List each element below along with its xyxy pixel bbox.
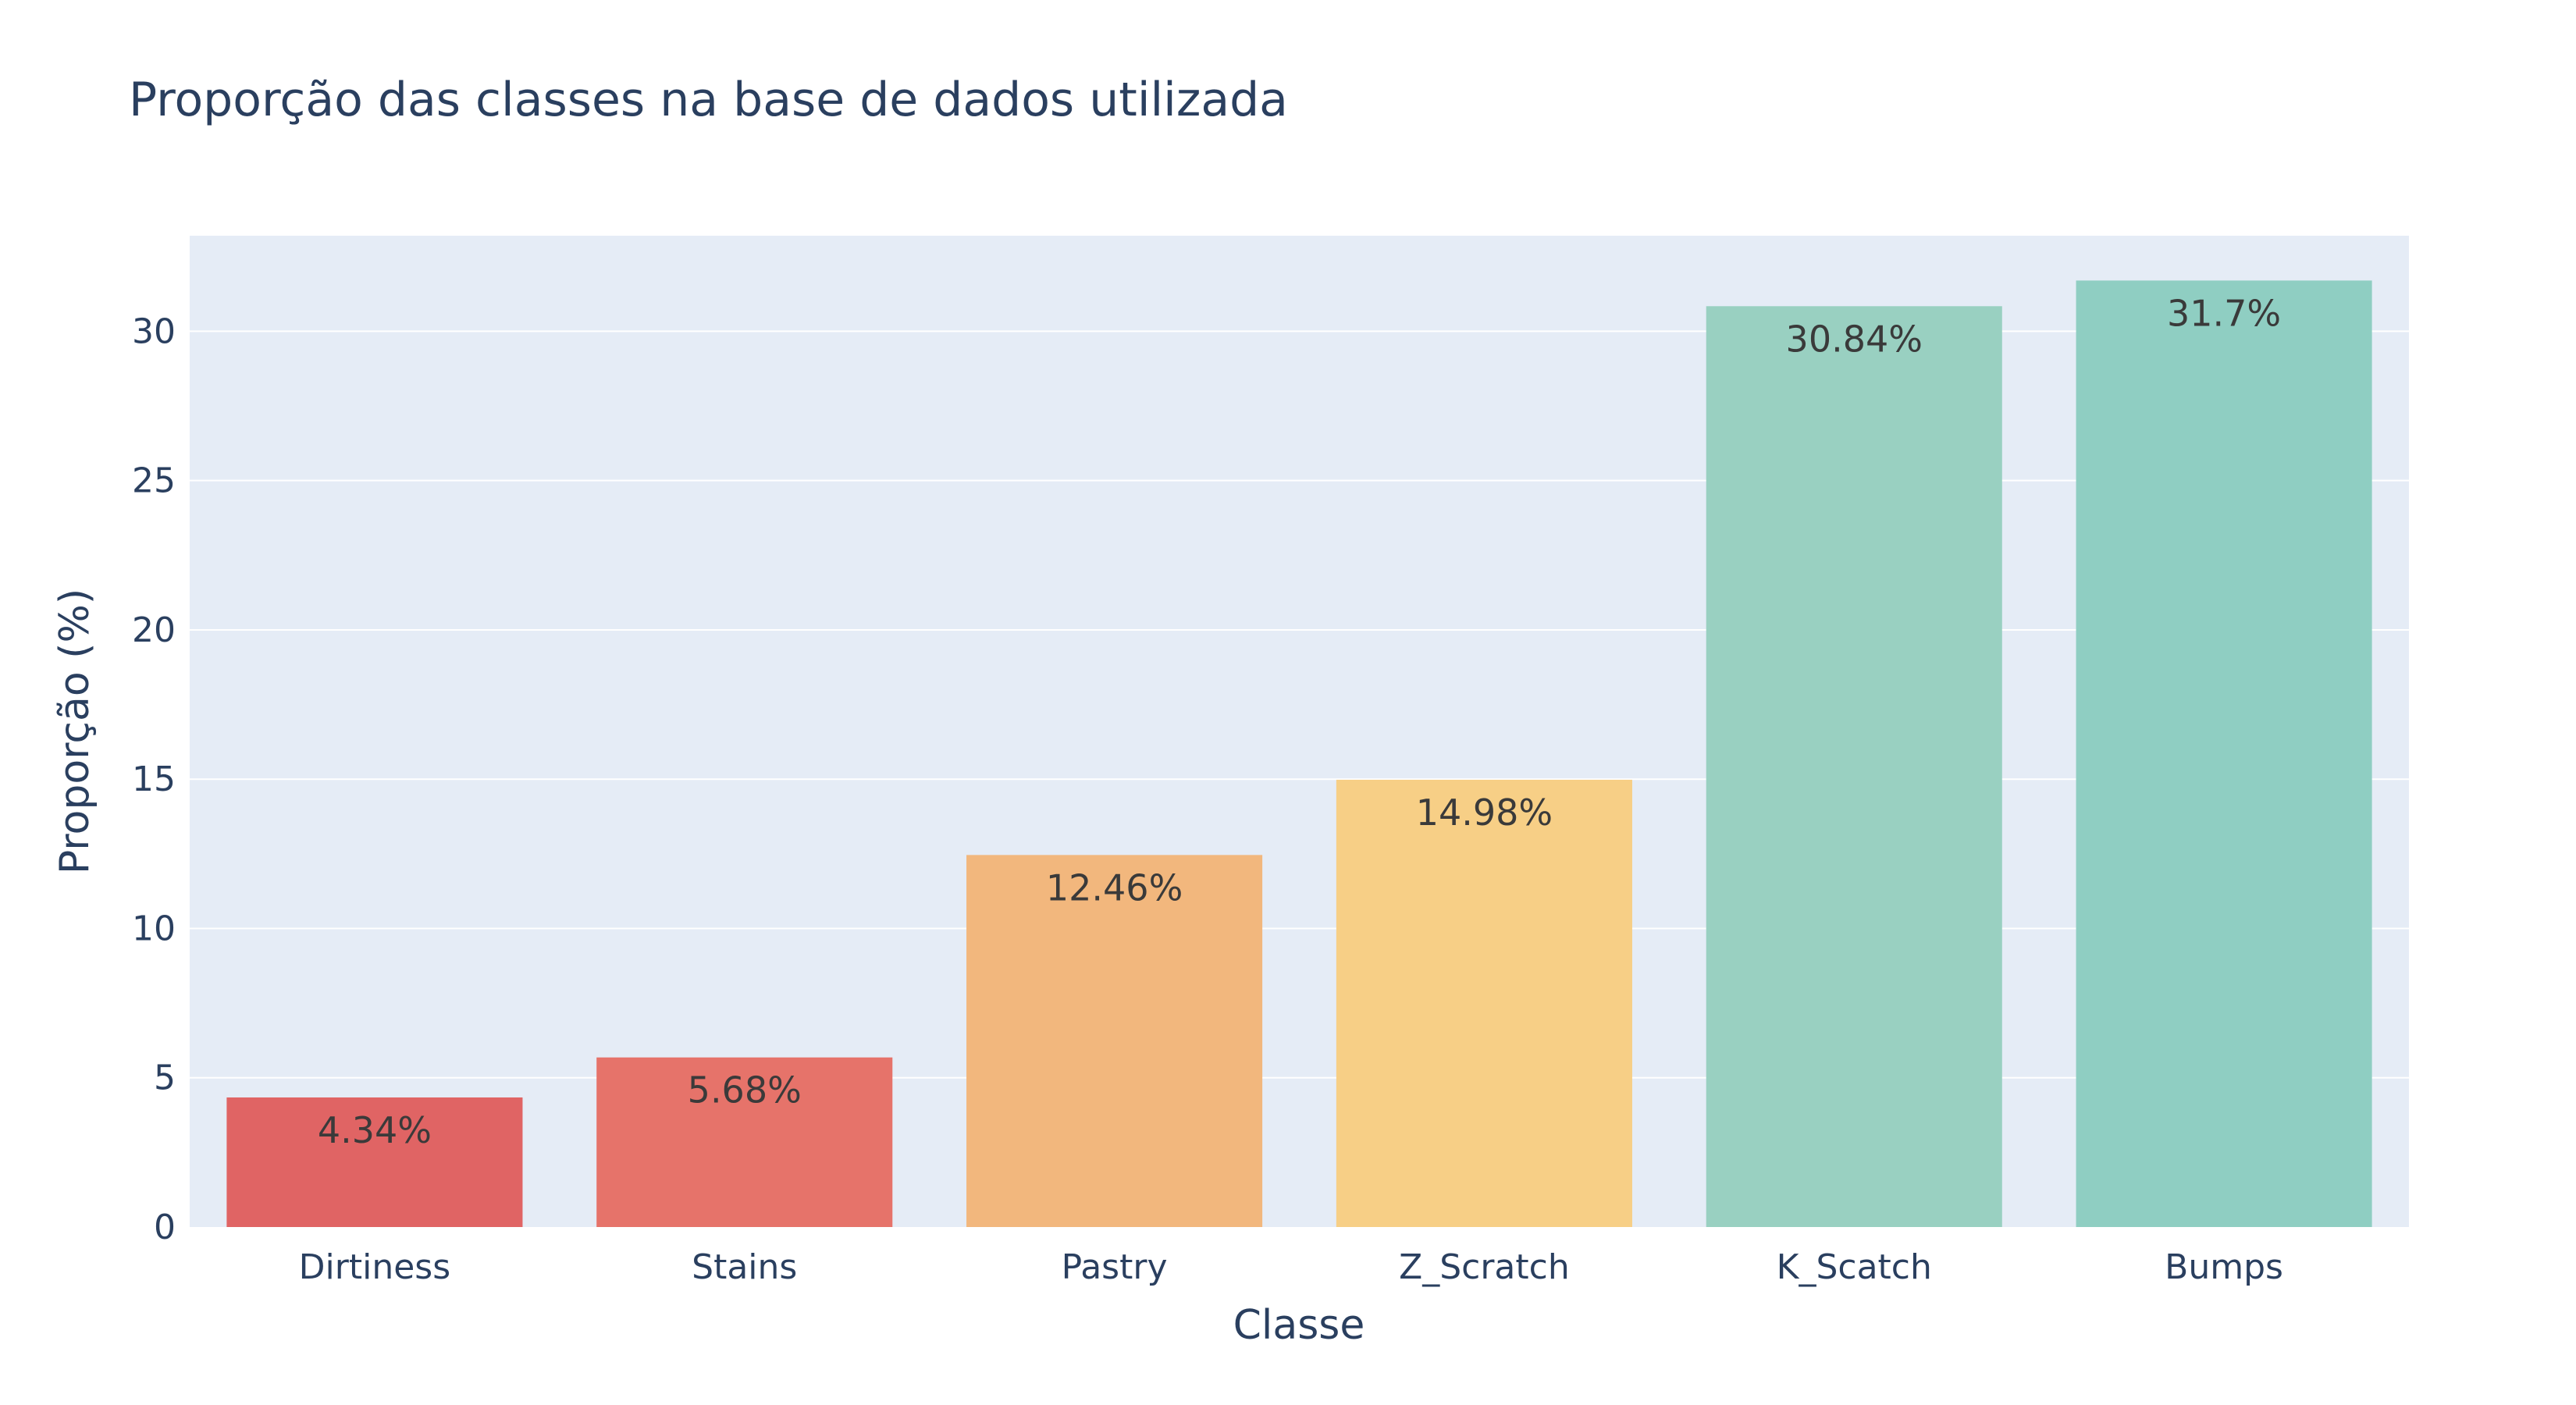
y-tick-label: 30 [132, 311, 176, 351]
bar-bumps[interactable] [2076, 280, 2372, 1227]
bar-data-label: 5.68% [688, 1069, 802, 1112]
gridlines [190, 330, 2409, 1079]
y-axis-ticks: 0 5 10 15 20 25 30 [132, 311, 176, 1247]
x-tick-label: Z_Scratch [1399, 1247, 1570, 1287]
bar-pastry[interactable] [966, 855, 1263, 1227]
x-tick-label: Dirtiness [299, 1247, 450, 1287]
bar-data-label: 12.46% [1046, 866, 1183, 909]
bar-stains[interactable] [596, 1057, 893, 1227]
bar-data-label: 31.7% [2167, 292, 2281, 334]
bar-dirtiness[interactable] [226, 1097, 523, 1227]
bar-z-scratch[interactable] [1336, 779, 1632, 1227]
x-tick-label: Bumps [2165, 1247, 2283, 1287]
bar-data-label: 30.84% [1786, 318, 1923, 360]
x-tick-label: Stains [692, 1247, 797, 1287]
y-axis-title: Proporção (%) [52, 589, 98, 874]
y-tick-label: 10 [132, 909, 176, 948]
x-tick-label: Pastry [1062, 1247, 1168, 1287]
y-tick-label: 25 [132, 461, 176, 501]
chart-title: Proporção das classes na base de dados u… [129, 73, 1288, 127]
x-tick-label: K_Scatch [1777, 1247, 1932, 1287]
plot-background [190, 236, 2409, 1227]
bar-k-scatch[interactable] [1706, 306, 2002, 1227]
y-tick-label: 5 [154, 1058, 176, 1098]
x-axis-ticks: Dirtiness Stains Pastry Z_Scratch K_Scatch Bu… [299, 1247, 2283, 1287]
bar-data-label: 14.98% [1416, 791, 1553, 834]
y-tick-label: 20 [132, 610, 176, 650]
y-tick-label: 15 [132, 759, 176, 799]
x-axis-title: Classe [1233, 1302, 1365, 1349]
y-tick-label: 0 [154, 1208, 176, 1247]
bar-data-label: 4.34% [318, 1109, 432, 1151]
bar-labels: 4.34% 5.68% 12.46% 14.98% 30.84% 31.7% [318, 292, 2281, 1151]
bars [226, 280, 2372, 1227]
